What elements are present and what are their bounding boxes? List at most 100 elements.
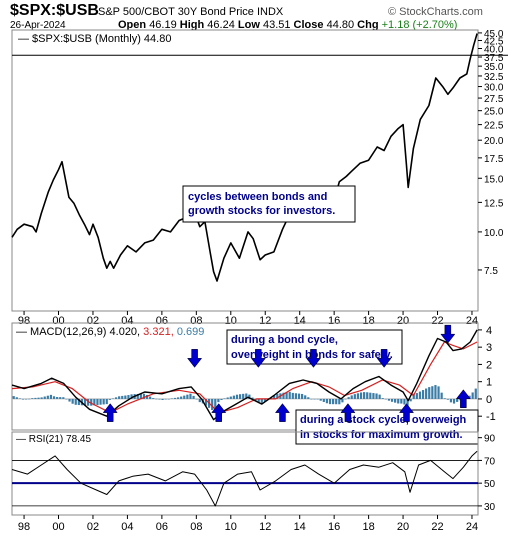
macd-histogram-bar xyxy=(121,395,124,399)
macd-histogram-bar xyxy=(99,398,102,405)
macd-histogram-bar xyxy=(434,385,437,399)
macd-histogram-bar xyxy=(152,398,155,399)
macd-histogram-bar xyxy=(130,394,133,399)
rsi-x-tick-label: 08 xyxy=(190,521,202,533)
rsi-y-tick-label: 90 xyxy=(484,434,496,445)
macd-histogram-bar xyxy=(40,397,43,399)
macd-histogram-bar xyxy=(204,398,208,406)
macd-histogram-bar xyxy=(198,398,201,403)
macd-histogram-bar xyxy=(149,396,152,399)
price-y-tick-label: 7.5 xyxy=(484,266,498,277)
macd-histogram-bar xyxy=(356,393,360,399)
price-x-tick-label: 06 xyxy=(156,315,168,327)
ohlc-readout: Open 46.19 High 46.24 Low 43.51 Close 44… xyxy=(118,19,457,31)
macd-histogram-bar xyxy=(381,398,384,399)
macd-legend-value: — MACD(12,26,9) 4.020, xyxy=(16,326,143,338)
macd-histogram-bar xyxy=(325,398,329,404)
macd-histogram-bar xyxy=(46,395,49,399)
price-x-tick-label: 16 xyxy=(328,315,340,327)
rsi-x-tick-label: 00 xyxy=(52,521,64,533)
price-y-tick-label: 20.0 xyxy=(484,136,504,147)
price-x-tick-label: 00 xyxy=(52,315,64,327)
price-x-tick-label: 22 xyxy=(431,315,443,327)
price-x-tick-label: 18 xyxy=(362,315,374,327)
rsi-line xyxy=(11,450,478,507)
macd-y-tick-label: 4 xyxy=(486,325,492,337)
macd-histogram-bar xyxy=(294,393,298,399)
price-annotation-text: cycles between bonds and xyxy=(188,191,327,203)
macd-histogram-bar xyxy=(139,393,142,399)
macd-histogram-bar xyxy=(353,394,356,399)
price-x-tick-label: 24 xyxy=(466,315,478,327)
macd-histogram-bar xyxy=(65,398,68,400)
macd-histogram-bar xyxy=(387,398,391,401)
macd-histogram-bar xyxy=(214,398,217,408)
macd-histogram-bar xyxy=(375,393,378,399)
macd-histogram-bar xyxy=(338,398,341,405)
price-x-tick-label: 10 xyxy=(225,315,237,327)
macd-histogram-bar xyxy=(260,398,263,405)
macd-histogram-bar xyxy=(291,392,294,399)
macd-histogram-bar xyxy=(403,398,406,405)
macd-histogram-bar xyxy=(25,398,28,400)
macd-histogram-bar xyxy=(328,398,332,405)
chart-date: 26-Apr-2024 xyxy=(10,20,66,31)
macd-histogram-bar xyxy=(229,396,232,399)
macd-histogram-bar xyxy=(263,398,266,402)
macd-histogram-bar xyxy=(285,392,288,399)
arrow-down-icon xyxy=(440,324,456,344)
close-label: Close xyxy=(293,19,324,31)
chg-value: +1.18 (+2.70%) xyxy=(381,19,458,31)
macd-histogram-bar xyxy=(390,398,394,402)
price-y-tick-label: 10.0 xyxy=(484,228,504,239)
macd-histogram-bar xyxy=(332,398,335,405)
macd-histogram-bar xyxy=(446,398,449,400)
macd-annotation-text: during a bond cycle, xyxy=(231,334,338,346)
macd-histogram-bar xyxy=(56,397,59,399)
low-value: 43.51 xyxy=(262,19,291,31)
macd-histogram-bar xyxy=(232,395,235,399)
rsi-x-tick-label: 06 xyxy=(156,521,168,533)
price-y-tick-label: 22.5 xyxy=(484,121,504,132)
macd-histogram-bar xyxy=(15,397,18,399)
macd-histogram-bar xyxy=(28,398,31,400)
macd-histogram-bar xyxy=(288,391,291,399)
price-y-tick-label: 17.5 xyxy=(484,154,504,165)
macd-histogram-bar xyxy=(235,394,239,399)
macd-histogram-bar xyxy=(335,398,338,405)
macd-histogram-bar xyxy=(21,398,25,400)
macd-histogram-bar xyxy=(322,398,325,402)
rsi-x-tick-label: 98 xyxy=(18,521,30,533)
macd-histogram-bar xyxy=(170,398,173,399)
stockcharts-brand[interactable]: © StockCharts.com xyxy=(388,6,483,18)
open-label: Open xyxy=(118,19,147,31)
macd-histogram-bar xyxy=(297,393,301,399)
macd-histogram-bar xyxy=(359,392,363,399)
macd-histogram-bar xyxy=(74,398,77,405)
price-x-tick-label: 98 xyxy=(18,315,30,327)
price-y-tick-label: 35.0 xyxy=(484,62,504,73)
macd-y-tick-label: 2 xyxy=(486,359,492,371)
macd-histogram-bar xyxy=(378,394,381,399)
chg-label: Chg xyxy=(357,19,379,31)
macd-histogram-bar xyxy=(77,398,80,406)
macd-histogram-bar xyxy=(319,398,322,401)
macd-histogram-bar xyxy=(223,398,226,399)
macd-histogram-bar xyxy=(428,387,431,399)
rsi-panel-frame xyxy=(11,431,479,516)
macd-histogram-bar xyxy=(242,393,245,399)
macd-y-tick-label: 0 xyxy=(486,394,492,406)
price-annotation-text: growth stocks for investors. xyxy=(188,205,335,217)
arrow-down-icon xyxy=(187,349,203,368)
macd-histogram-bar xyxy=(409,398,412,402)
macd-histogram-bar xyxy=(251,397,254,399)
macd-y-tick-label: 3 xyxy=(486,342,492,354)
macd-histogram-bar xyxy=(43,396,46,399)
macd-histogram-bar xyxy=(71,398,74,404)
price-x-tick-label: 20 xyxy=(397,315,409,327)
macd-histogram-bar xyxy=(471,392,474,399)
macd-histogram-bar xyxy=(62,397,65,399)
price-panel-frame xyxy=(11,29,479,312)
macd-histogram-bar xyxy=(282,392,285,399)
